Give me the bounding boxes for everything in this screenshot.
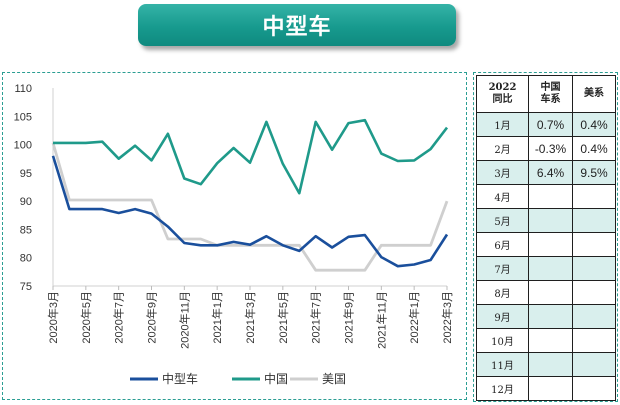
- y-tick-label: 105: [14, 111, 32, 123]
- table-row: 3月 6.4% 9.5%: [476, 160, 616, 185]
- us-cell: [572, 256, 616, 281]
- month-cell: 8月: [476, 280, 529, 305]
- header-china: 中国 车系: [528, 75, 573, 113]
- y-tick-label: 90: [20, 196, 32, 208]
- month-cell: 6月: [476, 232, 529, 257]
- header-us-text: 美系: [584, 88, 604, 99]
- table-row: 1月 0.7% 0.4%: [476, 112, 616, 137]
- y-tick-label: 95: [20, 168, 32, 180]
- table-row: 5月: [476, 208, 616, 233]
- yoy-table: 2022 同比 中国 车系 美系 1月 0.7% 0.4% 2月 -0.3% 0.4% 3月…: [476, 75, 616, 401]
- month-cell: 11月: [476, 352, 529, 377]
- x-tick-label: 2021年11月: [374, 291, 388, 349]
- table-frame: [473, 72, 618, 402]
- header-us: 美系: [572, 75, 616, 113]
- table-row: 12月: [476, 376, 616, 401]
- china-cell: [528, 232, 573, 257]
- china-cell: [528, 208, 573, 233]
- x-tick-label: 2020年9月: [145, 291, 159, 344]
- header-yoy: 2022 同比: [476, 75, 529, 113]
- title-banner: 中型车: [138, 4, 456, 46]
- us-cell: 0.4%: [572, 112, 616, 137]
- table-header-row: 2022 同比 中国 车系 美系: [476, 75, 616, 113]
- month-cell: 12月: [476, 376, 529, 401]
- table-row: 4月: [476, 184, 616, 209]
- y-tick-label: 100: [14, 140, 32, 152]
- x-tick-label: 2021年9月: [342, 291, 356, 344]
- y-tick-label: 85: [20, 224, 32, 236]
- china-cell: [528, 184, 573, 209]
- china-cell: [528, 280, 573, 305]
- series-line-china: [53, 118, 449, 195]
- us-cell: [572, 304, 616, 329]
- table-row: 8月: [476, 280, 616, 305]
- header-yoy-text: 2022 同比: [488, 82, 517, 105]
- line-chart: 75 80 85 90 95 100 105 110 2020年3月 2020年5月 2020年7月…: [14, 83, 454, 386]
- x-tick-label: 2020年3月: [46, 291, 60, 344]
- table-row: 10月: [476, 328, 616, 353]
- month-cell: 4月: [476, 184, 529, 209]
- x-tick-label: 2022年3月: [440, 291, 454, 344]
- x-tick-label: 2020年7月: [112, 291, 126, 344]
- china-cell: [528, 328, 573, 353]
- table-row: 11月: [476, 352, 616, 377]
- us-cell: [572, 352, 616, 377]
- month-cell: 10月: [476, 328, 529, 353]
- table-row: 2月 -0.3% 0.4%: [476, 136, 616, 161]
- month-cell: 2月: [476, 136, 529, 161]
- x-tick-label: 2021年5月: [276, 291, 290, 344]
- us-cell: [572, 280, 616, 305]
- china-cell: [528, 304, 573, 329]
- x-tick-label: 2020年11月: [177, 291, 191, 349]
- page-title: 中型车: [262, 14, 332, 39]
- china-cell: -0.3%: [528, 136, 573, 161]
- y-tick-label: 75: [20, 281, 32, 293]
- china-cell: [528, 352, 573, 377]
- china-cell: [528, 376, 573, 401]
- china-cell: 0.7%: [528, 112, 573, 137]
- us-cell: 9.5%: [572, 160, 616, 185]
- us-cell: [572, 208, 616, 233]
- x-tick-label: 2021年7月: [309, 291, 323, 344]
- us-cell: [572, 232, 616, 257]
- table-row: 7月: [476, 256, 616, 281]
- month-cell: 5月: [476, 208, 529, 233]
- legend-label: 美国: [322, 372, 346, 386]
- month-cell: 7月: [476, 256, 529, 281]
- legend-label: 中型车: [162, 371, 198, 386]
- y-tick-label: 110: [14, 83, 32, 95]
- month-cell: 3月: [476, 160, 529, 185]
- x-tick-label: 2021年3月: [243, 291, 257, 344]
- x-tick-label: 2022年1月: [407, 291, 421, 344]
- us-cell: 0.4%: [572, 136, 616, 161]
- month-cell: 9月: [476, 304, 529, 329]
- table-row: 9月: [476, 304, 616, 329]
- x-tick-label: 2021年1月: [210, 291, 224, 344]
- chart-frame: [2, 72, 467, 400]
- month-cell: 1月: [476, 112, 529, 137]
- us-cell: [572, 328, 616, 353]
- series-line-midsize: [51, 155, 449, 268]
- header-china-text: 中国 车系: [540, 82, 561, 105]
- china-cell: 6.4%: [528, 160, 573, 185]
- china-cell: [528, 256, 573, 281]
- legend-label: 中国: [264, 371, 288, 386]
- x-tick-label: 2020年5月: [79, 291, 93, 344]
- us-cell: [572, 184, 616, 209]
- us-cell: [572, 376, 616, 401]
- table-row: 6月: [476, 232, 616, 257]
- y-tick-label: 80: [20, 253, 32, 265]
